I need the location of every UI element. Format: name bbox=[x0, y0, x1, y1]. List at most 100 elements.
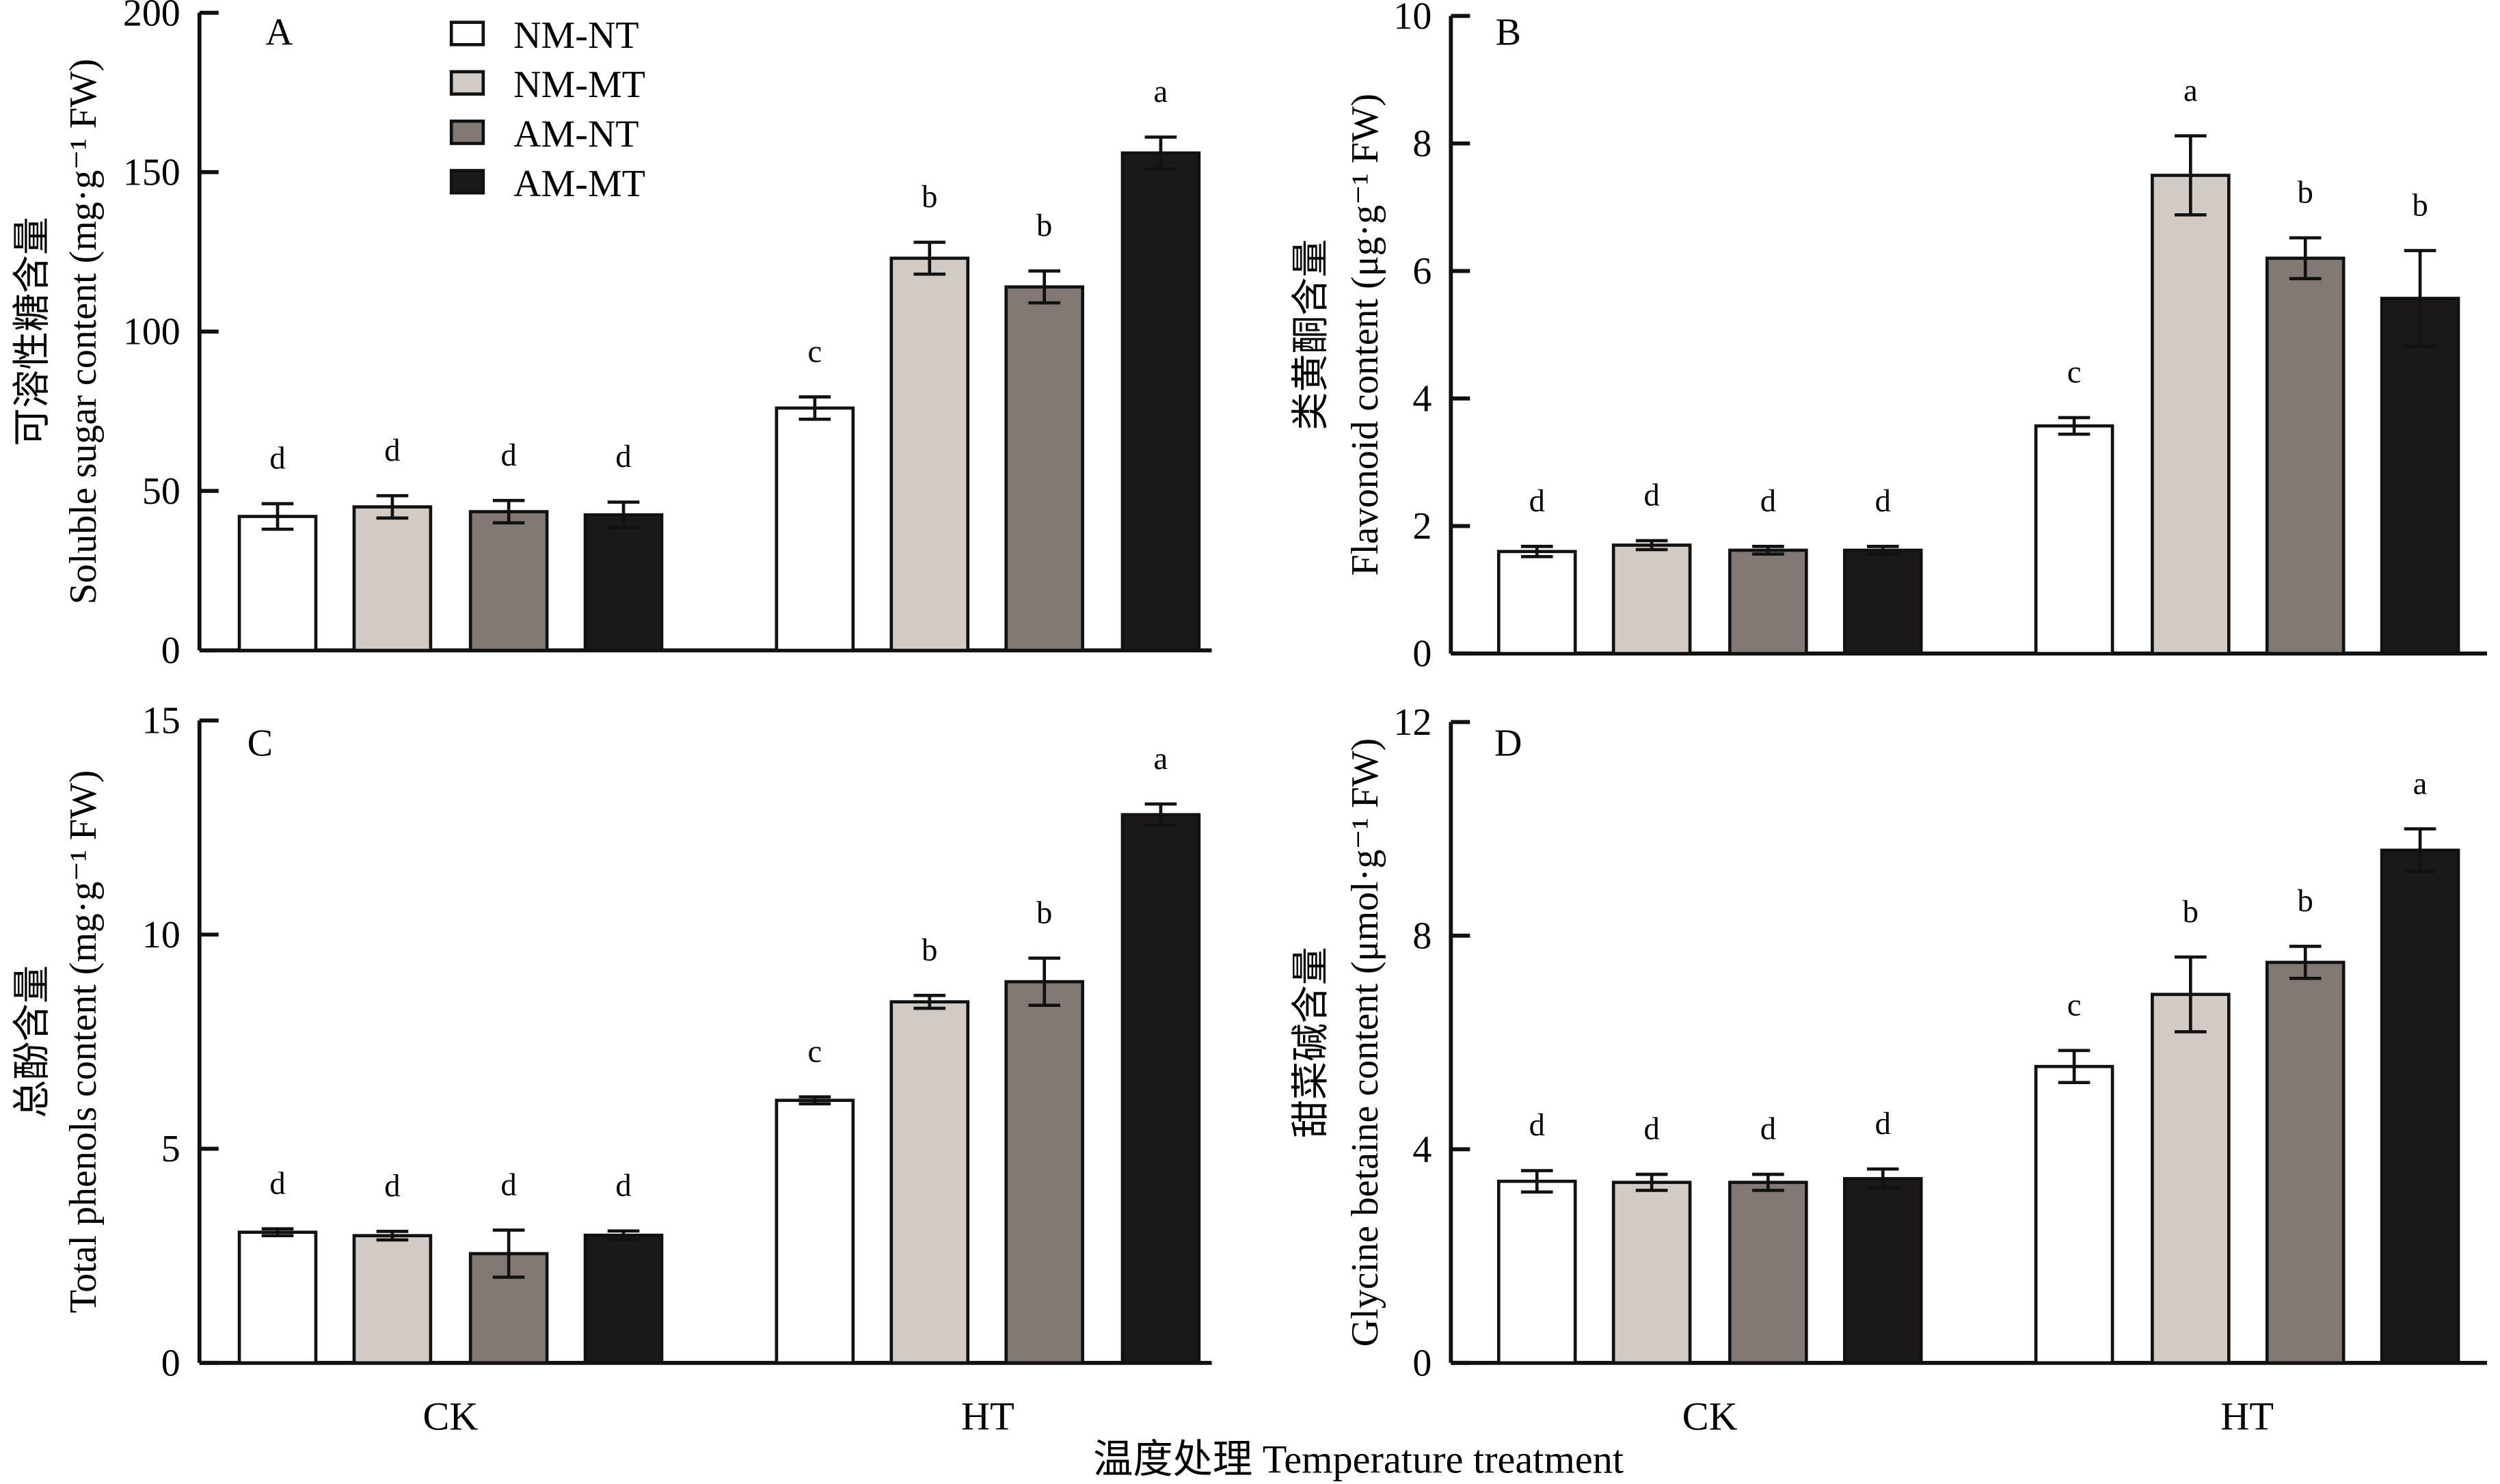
bar-am-nt bbox=[1004, 285, 1084, 652]
significance-letter: b bbox=[922, 932, 937, 968]
x-tick-label: CK bbox=[1682, 1394, 1738, 1439]
bar-nm-mt bbox=[1611, 543, 1692, 656]
bar-am-nt bbox=[2265, 960, 2346, 1365]
significance-letter: d bbox=[1760, 1111, 1776, 1147]
significance-letter: d bbox=[1529, 483, 1545, 519]
bar-nm-mt bbox=[2151, 993, 2231, 1365]
significance-letter: a bbox=[1154, 74, 1168, 109]
legend-label: AM-NT bbox=[513, 113, 639, 156]
panel-letter: A bbox=[265, 11, 293, 53]
bar-nm-mt bbox=[1611, 1181, 1692, 1365]
bar-nm-mt bbox=[889, 1000, 970, 1365]
y-tick-label: 2 bbox=[1412, 505, 1432, 548]
bar-nm-nt bbox=[2034, 1064, 2114, 1365]
legend-label: NM-MT bbox=[513, 64, 645, 106]
legend-swatch bbox=[449, 119, 485, 146]
y-axis-label: Total phenols content (mg·g⁻¹ FW) bbox=[62, 770, 105, 1314]
y-tick-label: 100 bbox=[123, 311, 180, 353]
bar-am-mt bbox=[1120, 813, 1201, 1365]
bar-am-mt bbox=[2380, 297, 2460, 656]
y-tick-label: 4 bbox=[1412, 378, 1432, 420]
bar-nm-mt bbox=[889, 256, 970, 652]
significance-letter: b bbox=[2298, 175, 2313, 211]
y-axis-label: Flavonoid content (μg·g⁻¹ FW) bbox=[1344, 94, 1386, 576]
y-tick-label: 200 bbox=[123, 0, 180, 34]
significance-letter: b bbox=[2183, 894, 2199, 930]
significance-letter: a bbox=[2413, 766, 2428, 801]
significance-letter: c bbox=[808, 1034, 822, 1069]
panel-d: 0 4 8 12 D 甜菜碱含量 Glycine betaine content (μmol… bbox=[1290, 701, 2488, 1439]
significance-letter: d bbox=[1760, 483, 1776, 519]
y-tick-label: 8 bbox=[1412, 915, 1432, 957]
y-axis-label: Glycine betaine content (μmol·g⁻¹ FW) bbox=[1344, 738, 1386, 1347]
bar-nm-nt bbox=[1496, 1179, 1577, 1365]
bar-nm-nt bbox=[1496, 550, 1577, 656]
significance-letter: d bbox=[501, 1167, 517, 1202]
panel-c: 0 5 10 15 C 总酚含量 Total phenols content (mg·g⁻¹… bbox=[12, 700, 1212, 1439]
panel-letter: D bbox=[1494, 722, 1522, 764]
significance-letter: d bbox=[1643, 478, 1659, 513]
y-tick-label: 0 bbox=[161, 630, 180, 672]
y-tick-label: 5 bbox=[161, 1128, 180, 1170]
significance-letter: b bbox=[1036, 895, 1052, 930]
x-tick-label: CK bbox=[423, 1394, 479, 1439]
significance-letter: d bbox=[615, 439, 631, 474]
x-tick-label: HT bbox=[961, 1394, 1014, 1439]
y-tick-label: 0 bbox=[1412, 633, 1432, 675]
y-axis-label-cn: 甜菜碱含量 bbox=[1290, 947, 1332, 1138]
y-tick-label: 10 bbox=[142, 914, 180, 956]
significance-letter: c bbox=[808, 334, 822, 369]
y-tick-label: 0 bbox=[1412, 1342, 1432, 1384]
bar-nm-nt bbox=[2034, 424, 2114, 656]
significance-letter: a bbox=[1154, 741, 1168, 777]
bar-am-nt bbox=[2265, 256, 2346, 656]
significance-letter: b bbox=[2412, 187, 2428, 223]
y-axis-label-cn: 总酚含量 bbox=[12, 965, 54, 1118]
bar-am-mt bbox=[2380, 848, 2460, 1365]
significance-letter: d bbox=[501, 437, 517, 473]
legend-label: AM-MT bbox=[513, 163, 645, 205]
bar-nm-mt bbox=[352, 505, 433, 652]
y-tick-label: 15 bbox=[142, 700, 180, 742]
bar-nm-mt bbox=[352, 1234, 433, 1365]
bar-nm-mt bbox=[2151, 174, 2231, 656]
legend-swatch bbox=[449, 169, 485, 195]
significance-letter: d bbox=[1875, 1106, 1891, 1142]
y-tick-label: 0 bbox=[161, 1342, 180, 1384]
significance-letter: d bbox=[1643, 1111, 1659, 1147]
y-tick-label: 10 bbox=[1393, 0, 1432, 38]
significance-letter: b bbox=[1036, 208, 1052, 243]
x-axis-label: 温度处理 Temperature treatment bbox=[1093, 1438, 1624, 1482]
significance-letter: d bbox=[1875, 483, 1891, 519]
significance-letter: b bbox=[922, 179, 937, 215]
y-tick-label: 50 bbox=[142, 470, 180, 513]
y-tick-label: 4 bbox=[1412, 1129, 1432, 1171]
bar-am-nt bbox=[468, 510, 549, 652]
significance-letter: a bbox=[2183, 72, 2198, 108]
significance-letter: d bbox=[1529, 1107, 1545, 1143]
legend-swatch bbox=[449, 70, 485, 96]
panel-a: 0 50 100 150 200 A 可溶性糖含量 Soluble sugar content… bbox=[12, 0, 1212, 672]
panel-letter: B bbox=[1496, 11, 1521, 53]
bar-am-mt bbox=[1842, 548, 1923, 656]
panel-letter: C bbox=[247, 722, 273, 764]
significance-letter: c bbox=[2067, 987, 2082, 1023]
significance-letter: c bbox=[2067, 355, 2082, 390]
y-axis-label: Soluble sugar content (mg·g⁻¹ FW) bbox=[62, 59, 105, 604]
significance-letter: d bbox=[269, 441, 285, 476]
y-tick-label: 12 bbox=[1393, 701, 1432, 744]
significance-letter: d bbox=[384, 1168, 400, 1204]
bar-am-mt bbox=[583, 513, 664, 652]
bar-nm-nt bbox=[775, 406, 855, 652]
x-tick-label: HT bbox=[2220, 1394, 2274, 1439]
significance-letter: d bbox=[615, 1168, 631, 1204]
legend-label: NM-NT bbox=[513, 14, 639, 57]
y-tick-label: 6 bbox=[1412, 250, 1432, 293]
y-axis-label-cn: 可溶性糖含量 bbox=[12, 217, 54, 446]
y-tick-label: 8 bbox=[1412, 123, 1432, 165]
bar-am-nt bbox=[1728, 1181, 1808, 1365]
legend-swatch bbox=[449, 21, 485, 46]
bar-am-mt bbox=[1842, 1176, 1923, 1365]
bar-nm-nt bbox=[237, 1230, 318, 1365]
